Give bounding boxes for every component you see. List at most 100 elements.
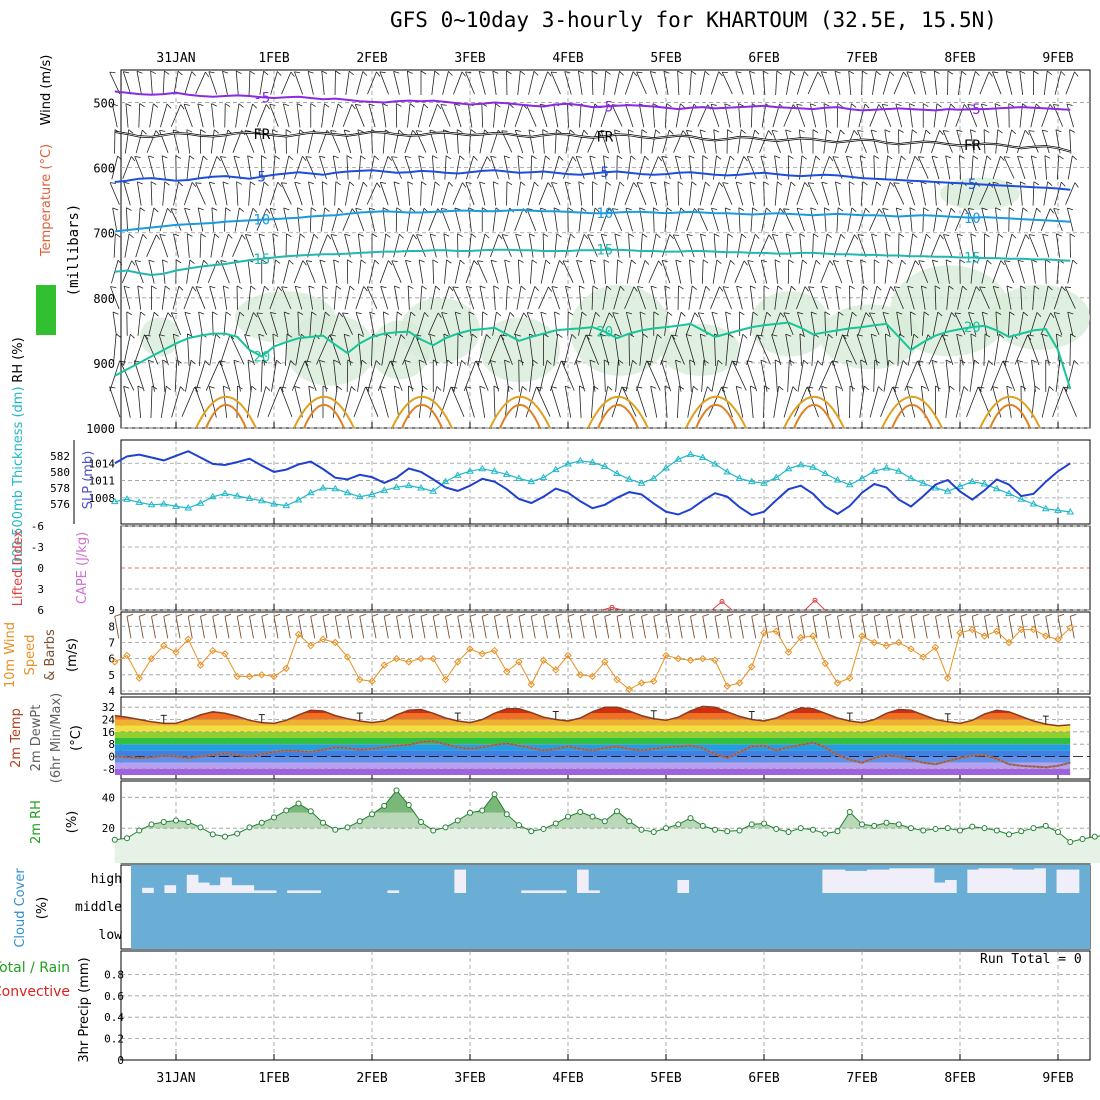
wind-barb xyxy=(774,259,781,284)
wind-barb-staff xyxy=(711,312,719,336)
surface-wind-barb-flag xyxy=(457,613,464,617)
wind-barb xyxy=(909,207,916,232)
wind-barb xyxy=(860,181,868,206)
thickness-point xyxy=(735,474,744,481)
wind-barb-flag xyxy=(355,104,362,106)
wind-barb xyxy=(587,234,598,257)
wind-barb-staff xyxy=(638,155,645,180)
wind-barb-staff xyxy=(760,155,768,180)
rh-point xyxy=(601,818,608,825)
wind-barb xyxy=(538,286,553,309)
wind-barb-staff xyxy=(195,71,206,95)
wind-barb-staff xyxy=(248,71,251,96)
wind-barb-flag xyxy=(1003,360,1010,363)
wind-barb-flag xyxy=(601,233,607,237)
wind-barb xyxy=(554,233,562,258)
wind-barb-flag xyxy=(808,286,815,288)
thickness-point xyxy=(833,476,842,483)
wind-barb-flag xyxy=(214,233,220,238)
rh-point xyxy=(748,821,755,828)
wind-barb xyxy=(506,181,513,206)
wind-barb-flag xyxy=(441,312,448,315)
wind-barb-flag xyxy=(711,103,717,106)
wind-barb-staff xyxy=(297,311,300,336)
wind-barb-staff xyxy=(846,155,854,180)
wind-barb-staff xyxy=(944,208,952,232)
surface-wind-barb-flag xyxy=(347,613,354,617)
wind-barb-staff xyxy=(318,234,328,258)
surface-wind-barb xyxy=(481,616,487,639)
wind-barb-staff xyxy=(551,286,561,310)
wind-barb-flag xyxy=(974,359,980,365)
wind-barb xyxy=(983,129,990,154)
wind-barb xyxy=(367,71,381,95)
wind-barb-staff xyxy=(493,385,496,418)
wind-barb-flag xyxy=(396,311,403,316)
rh-point xyxy=(993,827,1000,834)
wind-barb-flag xyxy=(139,103,145,108)
wind-barb-flag xyxy=(936,103,942,108)
wind-barb xyxy=(564,71,572,95)
wind-barb xyxy=(183,182,197,206)
wind-barb xyxy=(896,311,903,336)
wind-barb-flag xyxy=(589,359,596,363)
wind-barb-staff xyxy=(847,207,853,232)
surface-wind-barb-flag xyxy=(604,613,611,617)
wind-barb-staff xyxy=(441,182,450,206)
wind-barb xyxy=(589,207,600,232)
wind-barb-staff xyxy=(809,103,817,128)
wind-barb-flag xyxy=(846,155,853,158)
wind-barb-flag xyxy=(882,103,889,106)
wind-barb-staff xyxy=(171,386,181,418)
surface-wind-barb xyxy=(971,616,977,639)
wind-barb xyxy=(721,386,733,418)
high-cloud-gap xyxy=(577,869,589,893)
surface-wind-barb-flag xyxy=(678,613,685,617)
wind-barb-staff xyxy=(834,71,841,95)
wind-barb-flag xyxy=(319,359,326,363)
pressure-tick-label: 500 xyxy=(93,97,115,111)
wind-barb-flag xyxy=(269,103,276,106)
wind-barb-flag xyxy=(799,233,806,237)
wind-barb xyxy=(626,259,636,284)
wind-barb-staff xyxy=(539,103,548,128)
wind-barb-flag xyxy=(907,181,914,184)
wind-barb xyxy=(431,70,440,95)
wind-barb xyxy=(526,312,536,336)
rh-point xyxy=(883,819,890,826)
wind-barb-flag xyxy=(351,104,356,110)
rh-point xyxy=(185,819,192,825)
wind-barb xyxy=(538,182,552,205)
wind-barb-flag xyxy=(308,285,315,289)
wind-barb xyxy=(918,156,929,179)
wind-barb-staff xyxy=(246,103,253,128)
wind-barb-flag xyxy=(123,385,130,389)
wind-barb-flag xyxy=(620,286,625,291)
wind-barb-flag xyxy=(677,181,684,185)
wind-barb-flag xyxy=(851,311,857,317)
isotherm-label: FR xyxy=(964,138,981,154)
wind-barb xyxy=(650,181,658,206)
wind-barb-staff xyxy=(451,387,465,417)
wind-barb-flag xyxy=(126,207,132,211)
isotherm-label: 10 xyxy=(253,213,270,229)
wind-barb-staff xyxy=(308,181,314,206)
wind-barb-flag xyxy=(195,286,202,288)
wind-barb-staff xyxy=(883,360,890,392)
wind-barb-staff xyxy=(333,285,337,310)
wind-barb-staff xyxy=(627,129,631,154)
wind-barb-flag xyxy=(817,360,822,366)
wind-barb xyxy=(812,233,819,258)
wind-barb-flag xyxy=(198,207,204,211)
isotherm-label: -5 xyxy=(964,102,981,118)
wind-barb-staff xyxy=(111,155,119,180)
wind-barb xyxy=(297,207,303,232)
wind-barb-flag xyxy=(575,360,582,363)
wind-barb xyxy=(1018,311,1028,336)
wind-barb-flag xyxy=(797,311,804,315)
wind-barb-flag xyxy=(639,311,646,315)
high-cloud-gap xyxy=(231,885,244,893)
wind-barb xyxy=(702,155,708,180)
wind-barb xyxy=(148,359,155,392)
wind-barb-flag xyxy=(583,234,589,240)
